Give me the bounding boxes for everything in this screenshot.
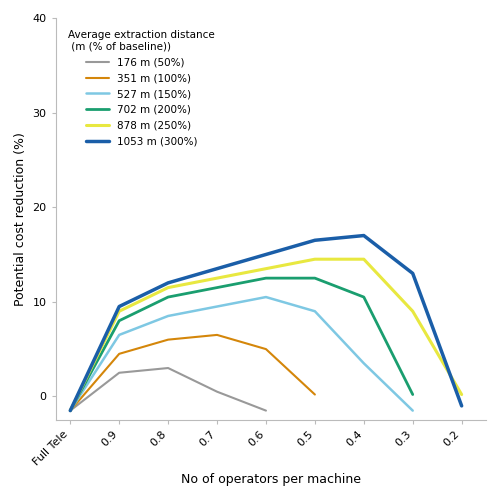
351 m (100%) (116, 351, 122, 357)
1053 m (300%) (165, 280, 171, 286)
Y-axis label: Potential cost reduction (%): Potential cost reduction (%) (14, 132, 27, 306)
702 m (200%) (263, 275, 269, 281)
527 m (150%) (263, 294, 269, 300)
Line: 176 m (50%): 176 m (50%) (70, 368, 266, 410)
1053 m (300%) (458, 403, 464, 409)
1053 m (300%) (68, 408, 73, 414)
Line: 351 m (100%): 351 m (100%) (70, 335, 315, 410)
1053 m (300%) (361, 232, 367, 238)
351 m (100%) (263, 346, 269, 352)
878 m (250%) (361, 256, 367, 262)
351 m (100%) (165, 336, 171, 342)
702 m (200%) (312, 275, 318, 281)
351 m (100%) (214, 332, 220, 338)
878 m (250%) (458, 392, 464, 398)
878 m (250%) (410, 308, 416, 314)
702 m (200%) (214, 284, 220, 290)
878 m (250%) (312, 256, 318, 262)
527 m (150%) (116, 332, 122, 338)
527 m (150%) (165, 313, 171, 319)
1053 m (300%) (312, 238, 318, 244)
176 m (50%) (165, 365, 171, 371)
878 m (250%) (263, 266, 269, 272)
527 m (150%) (312, 308, 318, 314)
Legend: 176 m (50%), 351 m (100%), 527 m (150%), 702 m (200%), 878 m (250%), 1053 m (300: 176 m (50%), 351 m (100%), 527 m (150%),… (65, 27, 218, 150)
X-axis label: No of operators per machine: No of operators per machine (181, 473, 361, 486)
176 m (50%) (116, 370, 122, 376)
878 m (250%) (68, 408, 73, 414)
1053 m (300%) (263, 252, 269, 258)
176 m (50%) (214, 388, 220, 394)
176 m (50%) (263, 408, 269, 414)
878 m (250%) (214, 275, 220, 281)
527 m (150%) (361, 360, 367, 366)
Line: 702 m (200%): 702 m (200%) (70, 278, 412, 410)
878 m (250%) (165, 284, 171, 290)
702 m (200%) (410, 392, 416, 398)
Line: 527 m (150%): 527 m (150%) (70, 297, 412, 410)
176 m (50%) (68, 408, 73, 414)
1053 m (300%) (116, 304, 122, 310)
878 m (250%) (116, 308, 122, 314)
702 m (200%) (361, 294, 367, 300)
Line: 1053 m (300%): 1053 m (300%) (70, 236, 462, 410)
527 m (150%) (214, 304, 220, 310)
1053 m (300%) (410, 270, 416, 276)
1053 m (300%) (214, 266, 220, 272)
527 m (150%) (68, 408, 73, 414)
702 m (200%) (116, 318, 122, 324)
351 m (100%) (68, 408, 73, 414)
Line: 878 m (250%): 878 m (250%) (70, 259, 462, 410)
702 m (200%) (165, 294, 171, 300)
527 m (150%) (410, 408, 416, 414)
351 m (100%) (312, 392, 318, 398)
702 m (200%) (68, 408, 73, 414)
